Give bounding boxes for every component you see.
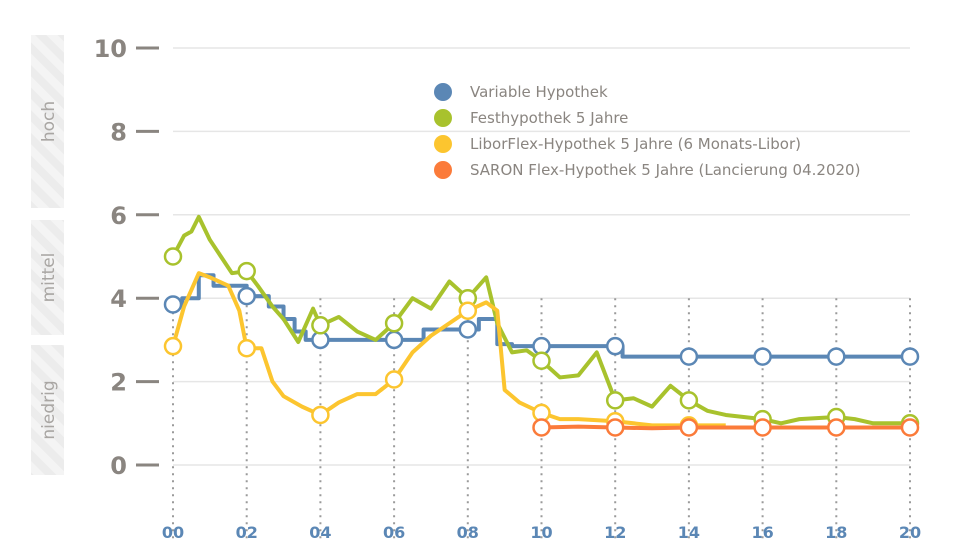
series-marker-1 — [605, 391, 625, 410]
series-marker-0 — [753, 347, 772, 366]
series-marker-0 — [163, 295, 183, 314]
x-tick-label: 16 — [751, 523, 773, 542]
x-tick-label: 20 — [899, 523, 921, 542]
legend-swatch-3 — [434, 161, 452, 179]
series-marker-1 — [384, 313, 404, 333]
y-tick-label: 4 — [110, 285, 127, 313]
x-tick-label: 14 — [678, 523, 700, 542]
series-line-3 — [541, 424, 910, 431]
series-marker-2 — [237, 338, 256, 358]
series-marker-1 — [163, 247, 183, 266]
band-label-mittel: mittel — [39, 253, 59, 303]
series-marker-2 — [384, 370, 404, 389]
x-tick-label: 04 — [309, 523, 331, 542]
x-tick-label: 00 — [162, 523, 184, 542]
series-marker-1 — [679, 391, 699, 410]
x-tick-label: 10 — [530, 523, 552, 542]
y-tick-label: 2 — [110, 369, 127, 397]
series-marker-0 — [458, 320, 478, 339]
series-marker-0 — [237, 286, 256, 306]
series-marker-0 — [384, 330, 404, 350]
series-marker-0 — [679, 347, 699, 366]
series-marker-1 — [311, 316, 330, 335]
legend-label-2: LiborFlex-Hypothek 5 Jahre (6 Monats-Lib… — [470, 135, 801, 153]
series-marker-0 — [827, 347, 846, 366]
series-marker-3 — [679, 418, 699, 437]
series-marker-0 — [605, 336, 625, 356]
y-tick-label: 0 — [110, 452, 127, 480]
series-marker-1 — [532, 351, 551, 370]
series-marker-2 — [458, 301, 478, 320]
band-hoch — [31, 35, 64, 208]
y-tick-label: 6 — [110, 202, 127, 230]
x-tick-label: 12 — [604, 523, 626, 542]
band-label-niedrig: niedrig — [39, 380, 59, 439]
series-marker-2 — [311, 405, 330, 425]
x-tick-label: 02 — [236, 523, 258, 542]
series-marker-3 — [900, 418, 920, 437]
x-tick-label: 06 — [383, 523, 405, 542]
band-label-hoch: hoch — [39, 101, 59, 142]
series-marker-3 — [753, 418, 772, 437]
series-marker-1 — [237, 261, 256, 281]
legend-label-3: SARON Flex-Hypothek 5 Jahre (Lancierung … — [470, 161, 860, 179]
x-tick-label: 08 — [457, 523, 479, 542]
series-marker-3 — [827, 418, 846, 437]
y-tick-label: 8 — [110, 118, 127, 146]
series-marker-3 — [532, 418, 551, 437]
legend-swatch-0 — [434, 83, 452, 101]
legend-label-0: Variable Hypothek — [470, 83, 608, 101]
band-mittel — [31, 220, 64, 335]
series-marker-3 — [605, 418, 625, 437]
legend-label-1: Festhypothek 5 Jahre — [470, 109, 628, 127]
legend-swatch-2 — [434, 135, 452, 153]
series-marker-0 — [900, 347, 920, 366]
x-tick-label: 18 — [825, 523, 847, 542]
legend-swatch-1 — [434, 109, 452, 127]
band-niedrig — [31, 345, 64, 475]
y-tick-label: 10 — [94, 35, 127, 63]
series-marker-2 — [163, 336, 183, 356]
